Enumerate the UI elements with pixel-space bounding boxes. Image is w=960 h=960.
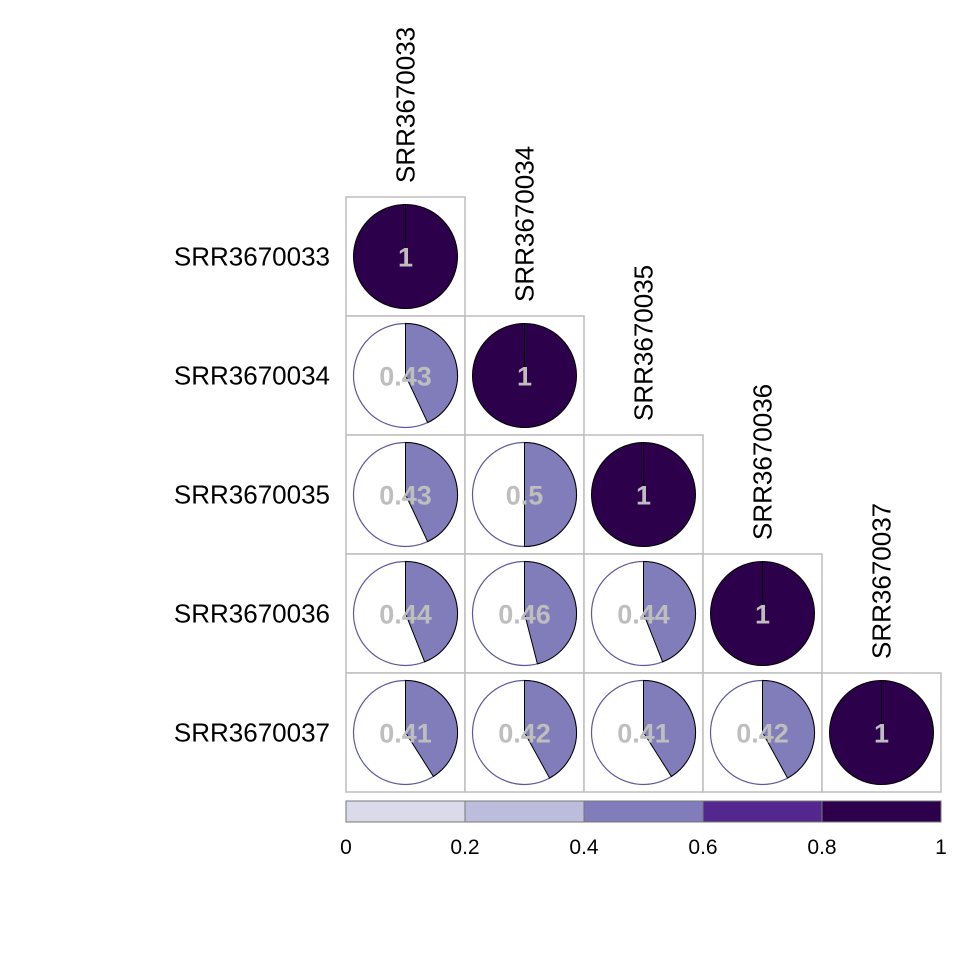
- legend-swatch: [465, 801, 584, 822]
- pie-slice: [643, 560, 696, 663]
- pie-slice: [524, 560, 577, 665]
- cell-value-label: 1: [636, 481, 651, 511]
- cell-value-label: 1: [874, 719, 889, 749]
- pie-slice: [405, 441, 458, 543]
- cell-value-label: 0.42: [498, 719, 551, 749]
- matrix-cells: 1 0.43 1 0.43 0.5 1 0.44 0.46 0.44 1 0.41 0.42 0.41 0…: [345, 196, 942, 793]
- legend-tick-label: 1: [935, 836, 947, 859]
- pie-slice: [762, 679, 815, 779]
- pie-slice: [524, 679, 577, 779]
- cell-value-label: 0.41: [379, 719, 432, 749]
- cell-value-label: 0.44: [617, 600, 670, 630]
- row-label: SRR3670036: [174, 599, 330, 629]
- pie-slice: [405, 679, 458, 778]
- cell-value-label: 1: [755, 600, 770, 630]
- matrix-cell: 0.41: [583, 672, 704, 793]
- column-label: SRR3670033: [391, 27, 421, 183]
- cell-value-label: 0.43: [379, 362, 432, 392]
- matrix-cell: 0.46: [464, 553, 585, 674]
- legend-swatch: [346, 801, 465, 822]
- matrix-cell: 1: [464, 315, 585, 436]
- matrix-cell: 0.43: [345, 434, 466, 555]
- legend-tick-label: 0.6: [688, 836, 717, 859]
- legend-swatch: [584, 801, 703, 822]
- column-label: SRR3670035: [629, 265, 659, 421]
- cell-value-label: 0.5: [506, 481, 544, 511]
- color-legend: 0 0.2 0.4 0.6 0.8 1: [340, 800, 947, 859]
- legend-swatch: [703, 801, 822, 822]
- column-label: SRR3670037: [867, 503, 897, 659]
- legend-tick-label: 0.8: [807, 836, 836, 859]
- row-label: SRR3670037: [174, 718, 330, 748]
- column-labels: SRR3670033 SRR3670034 SRR3670035 SRR3670036…: [391, 27, 897, 659]
- pie-slice: [405, 322, 458, 424]
- matrix-cell: 0.44: [583, 553, 704, 674]
- cell-value-label: 0.42: [736, 719, 789, 749]
- pie-slice: [524, 441, 577, 548]
- cell-value-label: 1: [517, 362, 532, 392]
- row-label: SRR3670034: [174, 361, 330, 391]
- legend-tick-label: 0.4: [569, 836, 599, 859]
- cell-value-label: 0.46: [498, 600, 551, 630]
- legend-swatch: [822, 801, 941, 822]
- cell-value-label: 1: [398, 243, 413, 273]
- matrix-cell: 1: [821, 672, 942, 793]
- column-label: SRR3670034: [510, 146, 540, 302]
- matrix-cell: 1: [702, 553, 823, 674]
- matrix-cell: 0.43: [345, 315, 466, 436]
- matrix-cell: 1: [583, 434, 704, 555]
- row-labels: SRR3670033 SRR3670034 SRR3670035 SRR3670036…: [174, 242, 330, 748]
- pie-slice: [405, 560, 458, 663]
- row-label: SRR3670033: [174, 242, 330, 272]
- matrix-cell: 0.42: [464, 672, 585, 793]
- matrix-cell: 0.44: [345, 553, 466, 674]
- matrix-cell: 0.41: [345, 672, 466, 793]
- pie-slice: [643, 679, 696, 778]
- legend-tick-label: 0.2: [450, 836, 479, 859]
- cell-value-label: 0.41: [617, 719, 670, 749]
- cell-value-label: 0.44: [379, 600, 432, 630]
- matrix-cell: 0.42: [702, 672, 823, 793]
- cell-value-label: 0.43: [379, 481, 432, 511]
- matrix-cell: 0.5: [464, 434, 585, 555]
- row-label: SRR3670035: [174, 480, 330, 510]
- column-label: SRR3670036: [748, 384, 778, 540]
- matrix-cell: 1: [345, 196, 466, 317]
- legend-tick-label: 0: [340, 836, 352, 859]
